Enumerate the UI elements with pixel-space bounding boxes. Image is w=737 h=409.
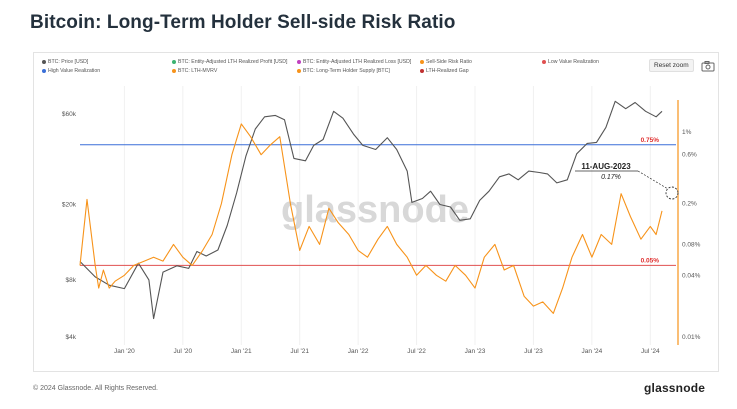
watermark: glassnode [281,189,469,231]
legend-dot-icon [420,68,424,73]
legend: BTC: Price [USD] BTC: Entity-Adjusted LT… [42,59,632,77]
right-tick-label: 0.2% [682,201,697,208]
camera-icon[interactable] [701,59,715,72]
legend-item-btc-price[interactable]: BTC: Price [USD] [42,59,88,65]
right-tick-label: 0.04% [682,272,701,279]
legend-dot-icon [42,68,46,73]
series-line-sell-side-risk-ratio [79,123,663,314]
left-tick-label: $60k [62,111,77,118]
left-tick-label: $20k [62,201,77,208]
right-tick-label: 0.6% [682,152,697,159]
chart-panel: BTC: Price [USD] BTC: Entity-Adjusted LT… [33,52,719,372]
page-title: Bitcoin: Long-Term Holder Sell-side Risk… [30,12,456,33]
right-tick-label: 0.01% [682,334,701,341]
right-tick-label: 0.08% [682,241,701,248]
annotation-connector [637,170,669,190]
x-tick-label: Jan '21 [231,348,252,355]
x-tick-label: Jul '24 [641,348,660,355]
legend-item-lth-realized-loss[interactable]: BTC: Entity-Adjusted LTH Realized Loss [… [297,59,411,65]
copyright: © 2024 Glassnode. All Rights Reserved. [33,385,159,392]
threshold-label: 0.75% [641,137,660,144]
legend-dot-icon [420,59,424,64]
left-tick-label: $4k [66,334,77,341]
annotation-value: 0.17% [601,174,621,181]
x-tick-label: Jan '24 [581,348,602,355]
legend-dot-icon [172,68,176,73]
x-tick-label: Jul '21 [290,348,309,355]
x-tick-label: Jul '23 [524,348,543,355]
annotation-marker [665,186,679,200]
legend-dot-icon [297,59,301,64]
x-tick-label: Jan '22 [348,348,369,355]
threshold-label: 0.05% [641,257,660,264]
x-tick-label: Jan '23 [465,348,486,355]
glassnode-logo: glassnode [644,381,706,395]
legend-item-lth-supply[interactable]: BTC: Long-Term Holder Supply [BTC] [297,68,390,74]
legend-item-lth-mvrv[interactable]: BTC: LTH-MVRV [172,68,217,74]
legend-dot-icon [297,68,301,73]
legend-dot-icon [542,59,546,64]
legend-item-high-value-realization[interactable]: High Value Realization [42,68,100,74]
legend-item-lth-realized-profit[interactable]: BTC: Entity-Adjusted LTH Realized Profit… [172,59,287,65]
x-tick-label: Jul '22 [407,348,426,355]
reset-zoom-button[interactable]: Reset zoom [649,59,694,72]
x-tick-label: Jan '20 [114,348,135,355]
legend-item-sell-side-risk-ratio[interactable]: Sell-Side Risk Ratio [420,59,472,65]
legend-item-lth-realized-gap[interactable]: LTH-Realized Gap [420,68,469,74]
x-tick-label: Jul '20 [174,348,193,355]
legend-item-low-value-realization[interactable]: Low Value Realization [542,59,599,65]
annotation-date: 11-AUG-2023 [581,162,631,171]
series-line-btc-price [79,100,663,320]
legend-dot-icon [42,59,46,64]
left-tick-label: $8k [66,277,77,284]
right-tick-label: 1% [682,129,692,136]
legend-dot-icon [172,59,176,64]
